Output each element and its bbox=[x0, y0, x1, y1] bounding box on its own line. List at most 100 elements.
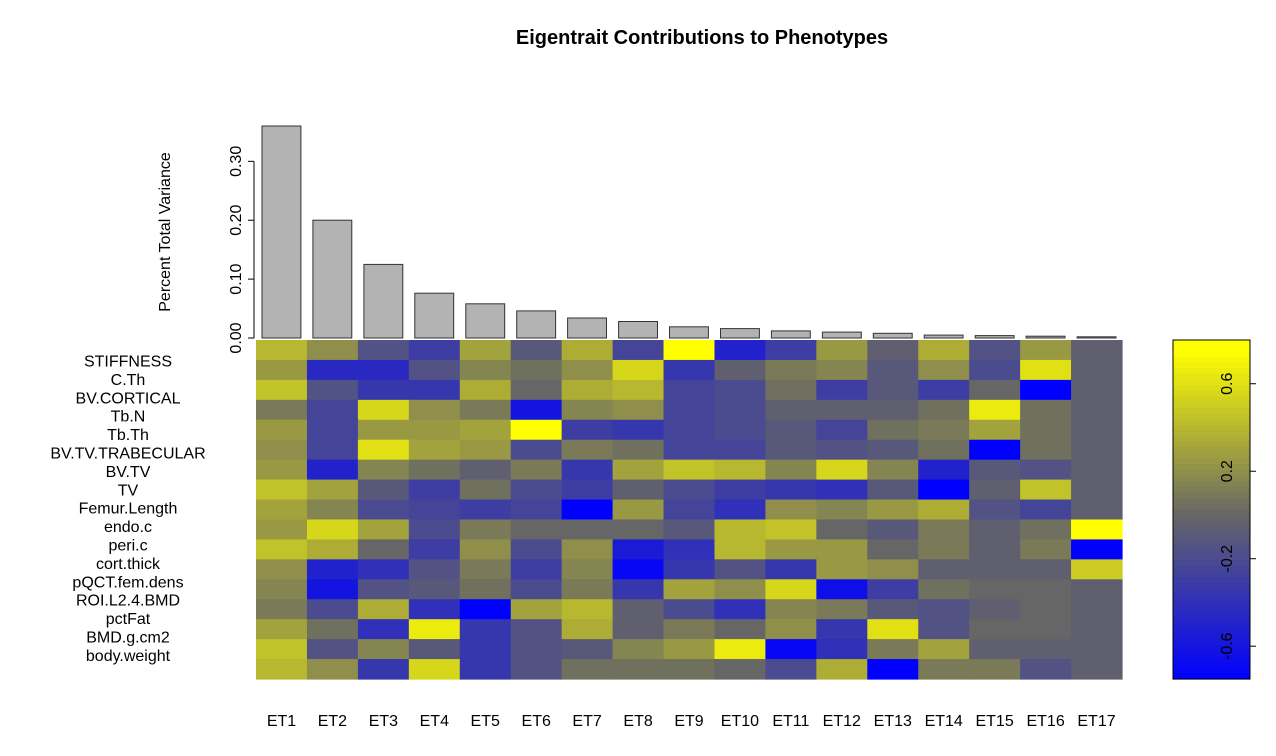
colorbar-segment bbox=[1173, 441, 1250, 448]
column-label: ET8 bbox=[623, 713, 652, 730]
heatmap-cell bbox=[714, 379, 767, 401]
heatmap-cell bbox=[510, 519, 563, 541]
heatmap-cell bbox=[663, 599, 716, 620]
colorbar-segment bbox=[1173, 402, 1250, 409]
colorbar-segment bbox=[1173, 594, 1250, 601]
heatmap-cell bbox=[663, 479, 716, 501]
variance-bar bbox=[821, 331, 862, 339]
colorbar-segment bbox=[1173, 475, 1250, 482]
heatmap-cell bbox=[510, 479, 563, 501]
colorbar-segment bbox=[1173, 588, 1250, 595]
heatmap-cell bbox=[918, 579, 970, 600]
heatmap-cell bbox=[306, 579, 359, 600]
heatmap-cell bbox=[816, 359, 868, 381]
heatmap-cell bbox=[816, 599, 868, 620]
row-label: Tb.Th bbox=[107, 427, 149, 444]
heatmap-cell bbox=[663, 359, 716, 381]
colorbar-segment bbox=[1173, 458, 1250, 465]
heatmap-cell bbox=[816, 559, 868, 580]
colorbar-segment bbox=[1173, 430, 1250, 437]
column-label: ET16 bbox=[1026, 713, 1064, 730]
heatmap-cell bbox=[510, 619, 563, 640]
heatmap-cell bbox=[306, 619, 359, 640]
heatmap-cell bbox=[306, 559, 359, 580]
column-label: ET13 bbox=[874, 713, 912, 730]
heatmap-cell bbox=[612, 479, 665, 501]
heatmap-cell bbox=[969, 599, 1021, 620]
heatmap-cell bbox=[969, 479, 1021, 501]
heatmap-cell bbox=[663, 439, 716, 461]
heatmap-cell bbox=[714, 439, 767, 461]
column-label: ET2 bbox=[318, 713, 347, 730]
colorbar-segment bbox=[1173, 628, 1250, 635]
heatmap-cell bbox=[306, 519, 359, 541]
heatmap-cell bbox=[765, 599, 817, 620]
colorbar-segment bbox=[1173, 413, 1250, 420]
heatmap-cell bbox=[510, 659, 563, 680]
colorbar-segment bbox=[1173, 481, 1250, 488]
heatmap-cell bbox=[357, 639, 410, 660]
heatmap-cell bbox=[867, 539, 919, 560]
colorbar-segment bbox=[1173, 464, 1250, 471]
heatmap-cell bbox=[612, 419, 665, 441]
heatmap-cell bbox=[612, 359, 665, 381]
heatmap-cell bbox=[765, 379, 817, 401]
heatmap-cell bbox=[408, 619, 461, 640]
column-labels: ET1 ET2 ET3 ET4 ET5 ET6 ET7 ET8 ET9 ET10 ET11 ET12 E… bbox=[267, 713, 1116, 730]
row-label: BV.TV.TRABECULAR bbox=[50, 446, 205, 463]
heatmap-cell bbox=[1020, 619, 1072, 640]
heatmap-cell bbox=[510, 459, 563, 481]
heatmap-cell bbox=[256, 559, 308, 580]
heatmap-cell bbox=[1020, 439, 1072, 461]
heatmap-cell bbox=[1071, 579, 1123, 600]
heatmap-cell bbox=[714, 479, 767, 501]
bar-y-tick-label: 0.20 bbox=[228, 205, 245, 236]
colorbar-segment bbox=[1173, 515, 1250, 522]
colorbar-tick-label: 0.2 bbox=[1219, 460, 1236, 482]
variance-bar bbox=[363, 263, 404, 339]
heatmap-cell bbox=[867, 559, 919, 580]
heatmap-cell bbox=[765, 399, 817, 421]
heatmap-cell bbox=[408, 519, 461, 541]
heatmap-cell bbox=[918, 399, 970, 421]
heatmap-cell bbox=[459, 559, 512, 580]
colorbar-segment bbox=[1173, 667, 1250, 674]
heatmap-cell bbox=[408, 399, 461, 421]
colorbar-segment bbox=[1173, 633, 1250, 641]
heatmap-cell bbox=[256, 499, 308, 521]
heatmap-cell bbox=[969, 459, 1021, 481]
heatmap-cell bbox=[765, 359, 817, 381]
variance-bar bbox=[465, 303, 506, 339]
heatmap-cell bbox=[459, 399, 512, 421]
row-label: C.Th bbox=[111, 372, 146, 389]
heatmap-cell bbox=[561, 539, 614, 560]
heatmap-cell bbox=[918, 419, 970, 441]
colorbar-segment bbox=[1173, 532, 1250, 539]
heatmap-cell bbox=[867, 459, 919, 481]
heatmap-cell bbox=[256, 459, 308, 481]
heatmap-cell bbox=[459, 599, 512, 620]
heatmap-cell bbox=[408, 419, 461, 441]
heatmap-cell bbox=[663, 379, 716, 401]
heatmap-cell bbox=[561, 459, 614, 481]
heatmap-cell bbox=[510, 419, 563, 441]
heatmap-cell bbox=[714, 559, 767, 580]
heatmap-cell bbox=[459, 519, 512, 541]
heatmap-cell bbox=[357, 359, 410, 381]
colorbar-segment bbox=[1173, 566, 1250, 573]
heatmap-cell bbox=[256, 419, 308, 441]
heatmap-cell bbox=[1020, 499, 1072, 521]
colorbar-segment bbox=[1173, 639, 1250, 646]
heatmap-cell bbox=[459, 499, 512, 521]
row-label: body.weight bbox=[86, 648, 171, 665]
heatmap-cell bbox=[1020, 479, 1072, 501]
heatmap-cell bbox=[867, 419, 919, 441]
variance-bar bbox=[669, 326, 709, 339]
heatmap-cell bbox=[867, 619, 919, 640]
heatmap-cell bbox=[561, 519, 614, 541]
heatmap-cell bbox=[510, 379, 563, 401]
heatmap-cell bbox=[459, 659, 512, 680]
colorbar-frame bbox=[1172, 339, 1251, 680]
variance-bar bbox=[1076, 336, 1117, 339]
